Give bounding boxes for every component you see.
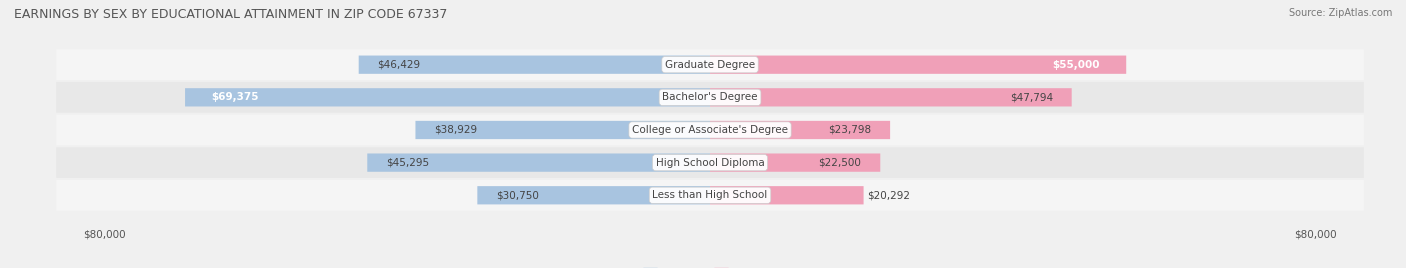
Text: $55,000: $55,000 xyxy=(1052,60,1099,70)
FancyBboxPatch shape xyxy=(56,147,1364,178)
Text: $38,929: $38,929 xyxy=(434,125,478,135)
Text: $22,500: $22,500 xyxy=(818,158,862,168)
FancyBboxPatch shape xyxy=(415,121,710,139)
FancyBboxPatch shape xyxy=(359,55,710,74)
Text: Bachelor's Degree: Bachelor's Degree xyxy=(662,92,758,102)
FancyBboxPatch shape xyxy=(56,82,1364,113)
Text: High School Diploma: High School Diploma xyxy=(655,158,765,168)
Legend: Male, Female: Male, Female xyxy=(638,263,782,268)
Text: Source: ZipAtlas.com: Source: ZipAtlas.com xyxy=(1288,8,1392,18)
FancyBboxPatch shape xyxy=(710,121,890,139)
FancyBboxPatch shape xyxy=(710,154,880,172)
Text: Graduate Degree: Graduate Degree xyxy=(665,60,755,70)
Text: $30,750: $30,750 xyxy=(496,190,538,200)
FancyBboxPatch shape xyxy=(710,88,1071,106)
Text: College or Associate's Degree: College or Associate's Degree xyxy=(633,125,787,135)
Text: $46,429: $46,429 xyxy=(378,60,420,70)
FancyBboxPatch shape xyxy=(367,154,710,172)
Text: $45,295: $45,295 xyxy=(387,158,429,168)
Text: $23,798: $23,798 xyxy=(828,125,872,135)
Text: $47,794: $47,794 xyxy=(1010,92,1053,102)
Text: $20,292: $20,292 xyxy=(868,190,910,200)
FancyBboxPatch shape xyxy=(186,88,710,106)
FancyBboxPatch shape xyxy=(478,186,710,204)
FancyBboxPatch shape xyxy=(56,115,1364,145)
FancyBboxPatch shape xyxy=(710,186,863,204)
FancyBboxPatch shape xyxy=(710,55,1126,74)
Text: Less than High School: Less than High School xyxy=(652,190,768,200)
FancyBboxPatch shape xyxy=(56,49,1364,80)
Text: EARNINGS BY SEX BY EDUCATIONAL ATTAINMENT IN ZIP CODE 67337: EARNINGS BY SEX BY EDUCATIONAL ATTAINMEN… xyxy=(14,8,447,21)
FancyBboxPatch shape xyxy=(56,180,1364,211)
Text: $69,375: $69,375 xyxy=(211,92,259,102)
